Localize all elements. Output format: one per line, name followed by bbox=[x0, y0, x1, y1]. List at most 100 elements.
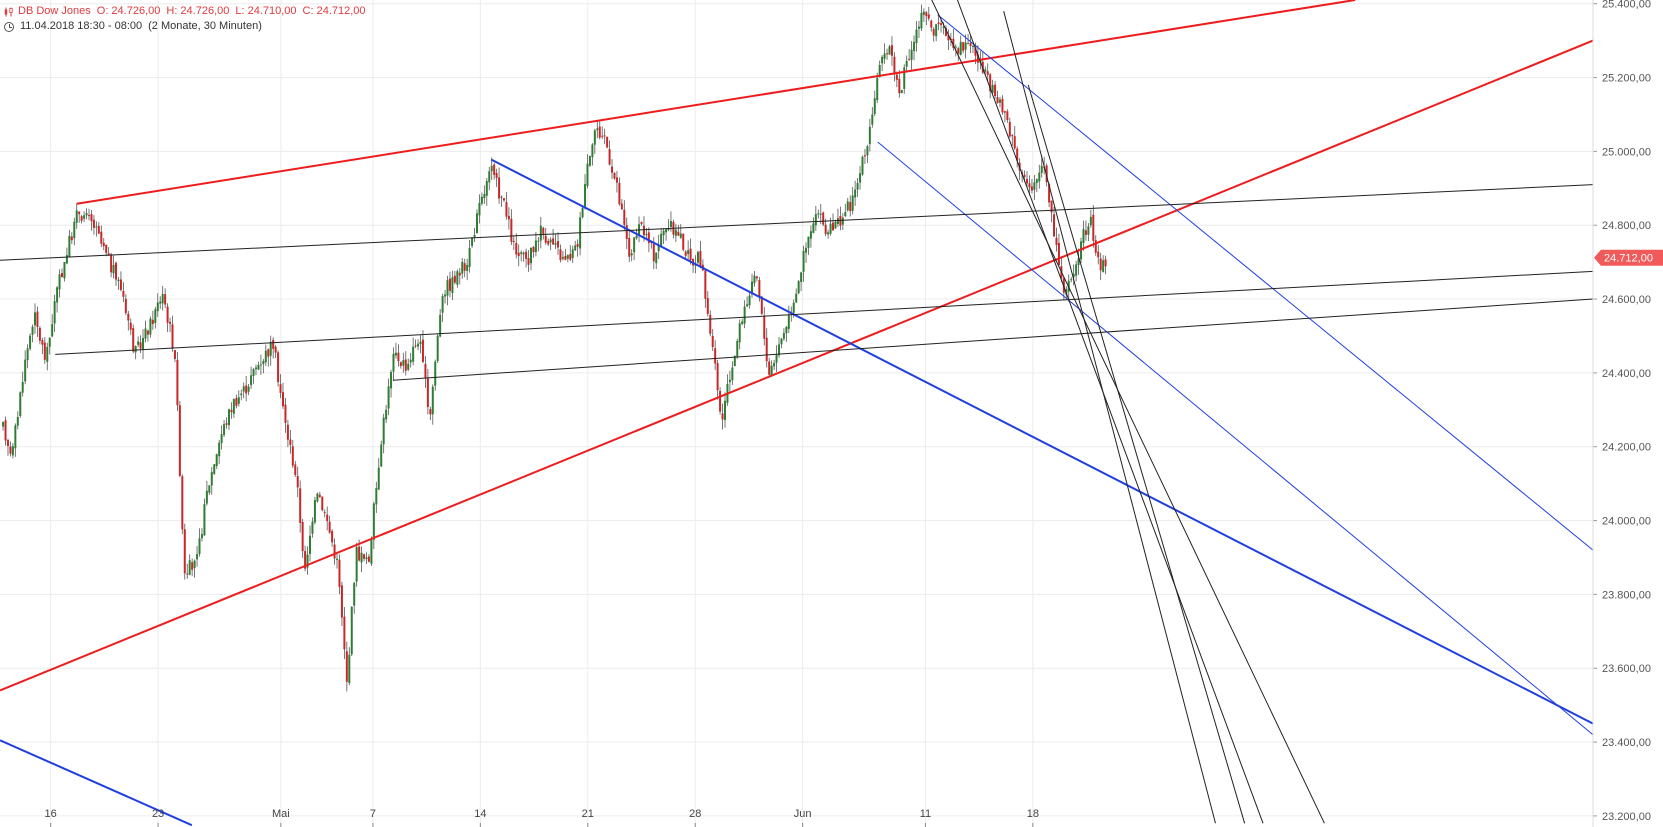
candle-body bbox=[429, 409, 432, 415]
candle-body bbox=[51, 324, 54, 337]
candle-body bbox=[849, 202, 852, 212]
candle-body bbox=[1075, 264, 1078, 276]
blue-trendline[interactable] bbox=[937, 14, 1594, 551]
black-trendline[interactable] bbox=[1003, 10, 1216, 824]
candle-body bbox=[218, 442, 221, 457]
candle-body bbox=[709, 314, 712, 334]
candle-body bbox=[755, 276, 758, 279]
candle-body bbox=[181, 476, 184, 530]
y-tick-label: 25.400,00 bbox=[1602, 0, 1651, 11]
red-trendline[interactable] bbox=[76, 0, 1356, 205]
candle-body bbox=[441, 296, 444, 313]
candle-body bbox=[451, 277, 454, 294]
candle-body bbox=[409, 359, 412, 363]
candle-body bbox=[517, 252, 520, 257]
candle-body bbox=[284, 404, 287, 423]
candle-body bbox=[375, 488, 378, 505]
candle-body bbox=[478, 202, 481, 216]
candle-body bbox=[309, 535, 312, 554]
candle-body bbox=[1104, 259, 1107, 267]
candle-body bbox=[566, 255, 569, 259]
candle-body bbox=[859, 173, 862, 183]
candle-body bbox=[947, 35, 950, 41]
x-tick-label: 16 bbox=[45, 808, 57, 820]
candle-body bbox=[353, 582, 356, 606]
candle-body bbox=[291, 446, 294, 466]
candle-body bbox=[655, 252, 658, 264]
candle-body bbox=[861, 156, 864, 175]
candle-body bbox=[210, 471, 213, 486]
black-trendline[interactable] bbox=[0, 184, 1594, 261]
blue-trendline[interactable] bbox=[490, 158, 1594, 725]
y-tick-label: 23.800,00 bbox=[1602, 589, 1651, 601]
candle-body bbox=[964, 42, 967, 50]
candle-body bbox=[321, 496, 324, 511]
candle-body bbox=[716, 363, 719, 391]
candle-body bbox=[73, 221, 76, 239]
candle-body bbox=[350, 606, 353, 655]
candle-body bbox=[871, 114, 874, 125]
candle-body bbox=[920, 12, 923, 29]
candle-body bbox=[989, 74, 992, 92]
candle-body bbox=[117, 279, 120, 282]
trendlines[interactable] bbox=[0, 0, 1594, 827]
candle-body bbox=[134, 346, 137, 353]
candle-body bbox=[95, 226, 98, 228]
candle-body bbox=[792, 302, 795, 313]
candle-body bbox=[183, 529, 186, 574]
candle-body bbox=[272, 339, 275, 349]
candle-body bbox=[854, 189, 857, 198]
black-trendline[interactable] bbox=[55, 270, 1594, 355]
candle-body bbox=[336, 558, 339, 561]
candle-body bbox=[898, 78, 901, 94]
black-trendline[interactable] bbox=[1027, 84, 1246, 824]
candle-body bbox=[242, 386, 245, 392]
red-trendline[interactable] bbox=[0, 39, 1594, 692]
candle-body bbox=[903, 67, 906, 89]
candle-body bbox=[559, 249, 562, 261]
candle-body bbox=[154, 309, 157, 323]
black-trendline[interactable] bbox=[392, 298, 1594, 381]
black-trendline[interactable] bbox=[930, 0, 1325, 824]
candle-body bbox=[1035, 179, 1038, 184]
black-trendline[interactable] bbox=[956, 0, 1264, 824]
candle-body bbox=[662, 230, 665, 236]
candle-body bbox=[750, 281, 753, 295]
candle-body bbox=[485, 181, 488, 196]
candle-body bbox=[615, 177, 618, 183]
blue-trendline[interactable] bbox=[0, 739, 193, 827]
candle-body bbox=[822, 212, 825, 225]
candle-body bbox=[586, 163, 589, 186]
candle-body bbox=[1070, 279, 1073, 281]
candle-body bbox=[971, 46, 974, 48]
candle-body bbox=[328, 521, 331, 533]
candle-body bbox=[31, 326, 34, 335]
candle-body bbox=[925, 12, 928, 17]
candle-body bbox=[782, 333, 785, 339]
candle-body bbox=[650, 242, 653, 244]
candle-body bbox=[561, 256, 564, 259]
candle-body bbox=[657, 244, 660, 252]
candle-body bbox=[736, 340, 739, 357]
candle-body bbox=[311, 521, 314, 534]
candle-body bbox=[905, 60, 908, 67]
y-tick-label: 23.600,00 bbox=[1602, 663, 1651, 675]
candle-body bbox=[58, 274, 61, 290]
candle-body bbox=[46, 346, 49, 362]
candle-body bbox=[139, 342, 142, 349]
candle-body bbox=[863, 155, 866, 157]
candle-body bbox=[994, 84, 997, 97]
candle-body bbox=[156, 302, 159, 312]
candle-body bbox=[313, 500, 316, 523]
blue-trendline[interactable] bbox=[877, 141, 1594, 736]
candle-body bbox=[466, 264, 469, 271]
candle-body bbox=[26, 348, 29, 361]
y-tick-label: 25.200,00 bbox=[1602, 73, 1651, 85]
candle-body bbox=[61, 273, 64, 278]
candle-body bbox=[205, 490, 208, 504]
candle-body bbox=[679, 233, 682, 238]
candle-body bbox=[360, 552, 363, 563]
candle-body bbox=[338, 559, 341, 587]
